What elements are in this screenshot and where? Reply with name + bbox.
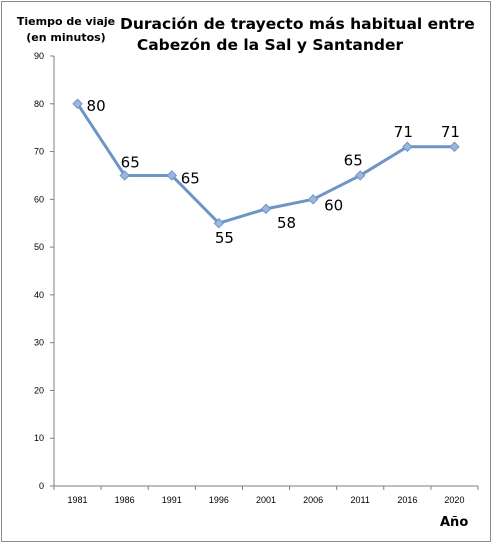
x-axis-label: Año — [440, 515, 469, 530]
data-label: 65 — [344, 151, 363, 169]
data-point-marker — [166, 170, 177, 181]
y-tick-label: 30 — [34, 338, 44, 348]
y-tick-label: 60 — [34, 194, 44, 204]
x-tick-label: 1991 — [162, 495, 182, 505]
data-point-marker — [355, 170, 366, 181]
y-tick-label: 20 — [34, 385, 44, 395]
x-tick-label: 1981 — [68, 495, 88, 505]
data-point-marker — [213, 218, 225, 229]
x-tick-label: 2006 — [303, 495, 323, 505]
x-tick-label: 1996 — [209, 495, 229, 505]
y-axis-label: Tiempo de viaje (en minutos) — [6, 14, 126, 46]
data-point-marker — [449, 141, 460, 152]
data-point-marker — [402, 141, 413, 152]
y-tick-label: 90 — [34, 51, 44, 61]
y-tick-label: 10 — [34, 433, 44, 443]
data-label: 71 — [394, 123, 413, 141]
data-label: 80 — [87, 97, 106, 115]
chart-title: Duración de trayecto más habitual entre … — [120, 14, 475, 56]
x-tick-label: 2020 — [444, 495, 464, 505]
data-label: 60 — [324, 196, 343, 214]
data-label: 71 — [441, 123, 460, 141]
data-point-marker — [119, 170, 130, 181]
data-label: 55 — [215, 229, 234, 247]
data-label: 58 — [277, 214, 296, 232]
y-tick-label: 40 — [34, 290, 44, 300]
y-axis-label-line-2: (en minutos) — [26, 31, 106, 44]
data-label: 65 — [181, 169, 200, 187]
y-tick-label: 70 — [34, 147, 44, 157]
y-tick-label: 0 — [39, 481, 44, 491]
x-tick-label: 1986 — [115, 495, 135, 505]
y-tick-label: 80 — [34, 99, 44, 109]
data-point-marker — [260, 203, 272, 215]
y-axis-label-line-1: Tiempo de viaje — [16, 15, 116, 28]
data-label: 65 — [121, 153, 140, 171]
chart-title-line-2: Cabezón de la Sal y Santander — [136, 36, 404, 54]
chart-title-line-1: Duración de trayecto más habitual entre — [120, 15, 475, 33]
x-tick-label: 2016 — [397, 495, 417, 505]
y-tick-label: 50 — [34, 242, 44, 252]
data-point-marker — [72, 98, 83, 109]
x-tick-label: 2001 — [256, 495, 276, 505]
x-tick-label: 2011 — [351, 495, 370, 505]
data-point-marker — [307, 194, 319, 205]
